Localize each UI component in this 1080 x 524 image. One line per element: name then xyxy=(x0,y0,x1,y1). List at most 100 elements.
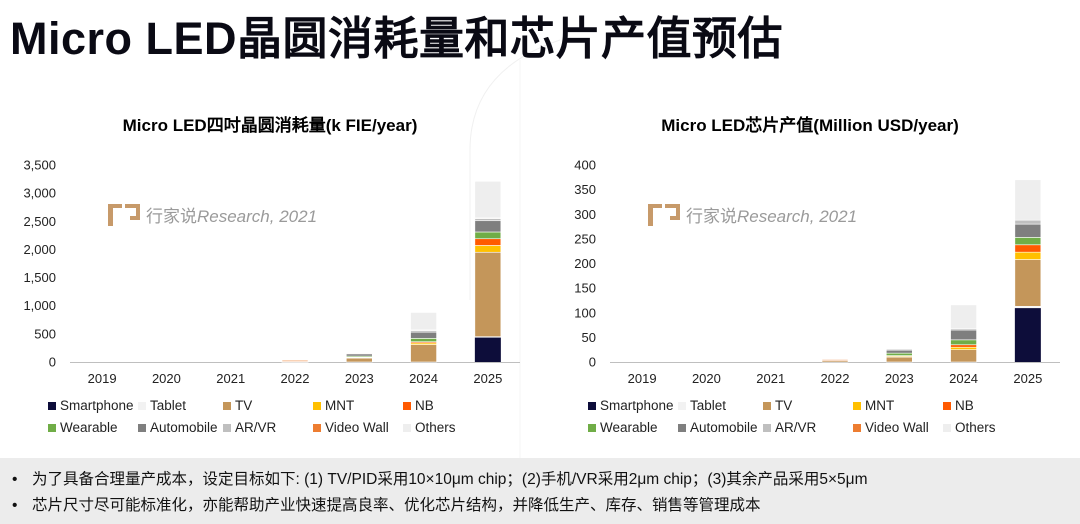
bar-segment-wearable xyxy=(1014,237,1042,246)
legend-swatch-icon xyxy=(223,423,231,432)
x-tick-label: 2025 xyxy=(473,371,502,386)
legend-swatch-icon xyxy=(313,423,321,432)
legend-item: Tablet xyxy=(678,398,763,413)
x-tick-label: 2024 xyxy=(949,371,978,386)
bar-segment-arvr xyxy=(885,348,913,351)
chart-title: Micro LED四吋晶圆消耗量(k FIE/year) xyxy=(123,115,418,135)
legend-label: Wearable xyxy=(60,420,118,435)
legend-label: MNT xyxy=(325,398,355,413)
bar-segment-mnt xyxy=(1014,251,1042,260)
bar-segment-tv xyxy=(474,251,502,337)
y-tick-label: 2,500 xyxy=(23,214,56,229)
watermark: 行家说Research, 2021 xyxy=(648,204,857,226)
y-tick-label: 350 xyxy=(574,182,596,197)
bar-segment-videowall xyxy=(281,360,309,362)
bar-segment-tv xyxy=(410,344,437,363)
x-tick-label: 2019 xyxy=(88,371,117,386)
legend-swatch-icon xyxy=(678,401,686,410)
legend-swatch-icon xyxy=(138,423,146,432)
y-tick-label: 100 xyxy=(574,305,596,320)
watermark-text: 行家说Research, 2021 xyxy=(686,207,857,226)
legend-item: Automobile xyxy=(138,420,223,435)
legend-item: Wearable xyxy=(588,420,678,435)
bar-segment-automobile xyxy=(410,331,437,339)
watermark-logo-icon xyxy=(125,204,140,220)
legend-item: Wearable xyxy=(48,420,138,435)
x-tick-label: 2024 xyxy=(409,371,438,386)
chart-svg-wafer: Micro LED四吋晶圆消耗量(k FIE/year) 0 500 1,000 1,5… xyxy=(23,115,520,386)
legend-swatch-icon xyxy=(403,423,411,432)
y-tick-label: 500 xyxy=(34,326,56,341)
chart-svg-value: Micro LED芯片产值(Million USD/year) 0 50 100 150… xyxy=(574,115,1060,386)
chart-chip-value: Micro LED芯片产值(Million USD/year) 0 50 100 150… xyxy=(540,100,1070,460)
legend-label: Smartphone xyxy=(600,398,674,413)
bar-segment-others xyxy=(1014,179,1042,221)
y-tick-label: 400 xyxy=(574,158,596,173)
legend-swatch-icon xyxy=(943,423,951,432)
legend-label: Others xyxy=(415,420,456,435)
note-item-2: • 芯片尺寸尽可能标准化，亦能帮助产业快速提高良率、优化芯片结构，并降低生产、库存… xyxy=(12,493,761,515)
legend-item: TV xyxy=(223,398,313,413)
bar-segment-mnt xyxy=(950,346,977,350)
bar-segment-tv xyxy=(345,357,373,363)
legend-label: NB xyxy=(415,398,434,413)
bar-segment-automobile xyxy=(345,353,373,357)
legend-label: Tablet xyxy=(690,398,727,413)
chart-legend: Smartphone Tablet TV MNT NB Wearable Automobil… xyxy=(588,398,1058,435)
bar-segment-others xyxy=(474,181,502,219)
bar-segment-automobile xyxy=(1014,223,1042,238)
legend-item: TV xyxy=(763,398,853,413)
legend-item: Video Wall xyxy=(313,420,403,435)
legend-label: Automobile xyxy=(690,420,758,435)
bar-segment-wearable xyxy=(885,352,913,356)
bar-segment-smartphone xyxy=(1014,307,1041,362)
legend-label: Smartphone xyxy=(60,398,134,413)
bullet-icon: • xyxy=(12,497,18,514)
legend-swatch-icon xyxy=(588,401,596,410)
x-tick-label: 2022 xyxy=(821,371,850,386)
y-tick-label: 200 xyxy=(574,256,596,271)
x-tick-label: 2020 xyxy=(692,371,721,386)
bar-segment-arvr xyxy=(1014,219,1042,225)
legend-item: Others xyxy=(403,420,493,435)
legend-swatch-icon xyxy=(48,401,56,410)
legend-label: Others xyxy=(955,420,996,435)
legend-label: Automobile xyxy=(150,420,218,435)
y-tick-label: 50 xyxy=(582,330,596,345)
legend-swatch-icon xyxy=(763,401,771,410)
bar-segment-nb xyxy=(950,344,977,348)
watermark-text: 行家说Research, 2021 xyxy=(146,207,317,226)
bar-segment-wearable xyxy=(474,231,502,240)
x-tick-label: 2025 xyxy=(1013,371,1042,386)
legend-label: AR/VR xyxy=(235,420,277,435)
legend-swatch-icon xyxy=(943,401,951,410)
legend-label: Wearable xyxy=(600,420,658,435)
legend-item: MNT xyxy=(853,398,943,413)
legend-item: Others xyxy=(943,420,1033,435)
bar-segment-automobile xyxy=(474,220,502,233)
watermark-logo-icon xyxy=(648,204,662,226)
bar-segment-mnt xyxy=(474,245,502,253)
bar-segment-others xyxy=(345,352,373,354)
y-tick-label: 0 xyxy=(49,355,56,370)
watermark: 行家说Research, 2021 xyxy=(108,204,317,226)
legend-item: Automobile xyxy=(678,420,763,435)
watermark-logo-icon xyxy=(108,204,122,226)
y-tick-label: 150 xyxy=(574,281,596,296)
bar-segment-others xyxy=(950,304,977,329)
legend-label: TV xyxy=(775,398,793,413)
bar-segment-automobile xyxy=(885,349,913,354)
y-tick-label: 300 xyxy=(574,207,596,222)
legend-swatch-icon xyxy=(588,423,596,432)
x-tick-label: 2021 xyxy=(216,371,245,386)
y-tick-label: 1,000 xyxy=(23,298,56,313)
y-tick-label: 3,000 xyxy=(23,186,56,201)
bar-segment-automobile xyxy=(950,329,977,341)
legend-label: Tablet xyxy=(150,398,187,413)
bar-segment-wearable xyxy=(950,339,977,346)
legend-item: Smartphone xyxy=(48,398,138,413)
watermark-logo-icon xyxy=(665,204,680,220)
note-text-1: 为了具备合理量产成本，设定目标如下: (1) TV/PID采用10×10μm c… xyxy=(32,471,868,488)
bar-segment-nb xyxy=(1014,244,1042,253)
legend-swatch-icon xyxy=(763,423,771,432)
